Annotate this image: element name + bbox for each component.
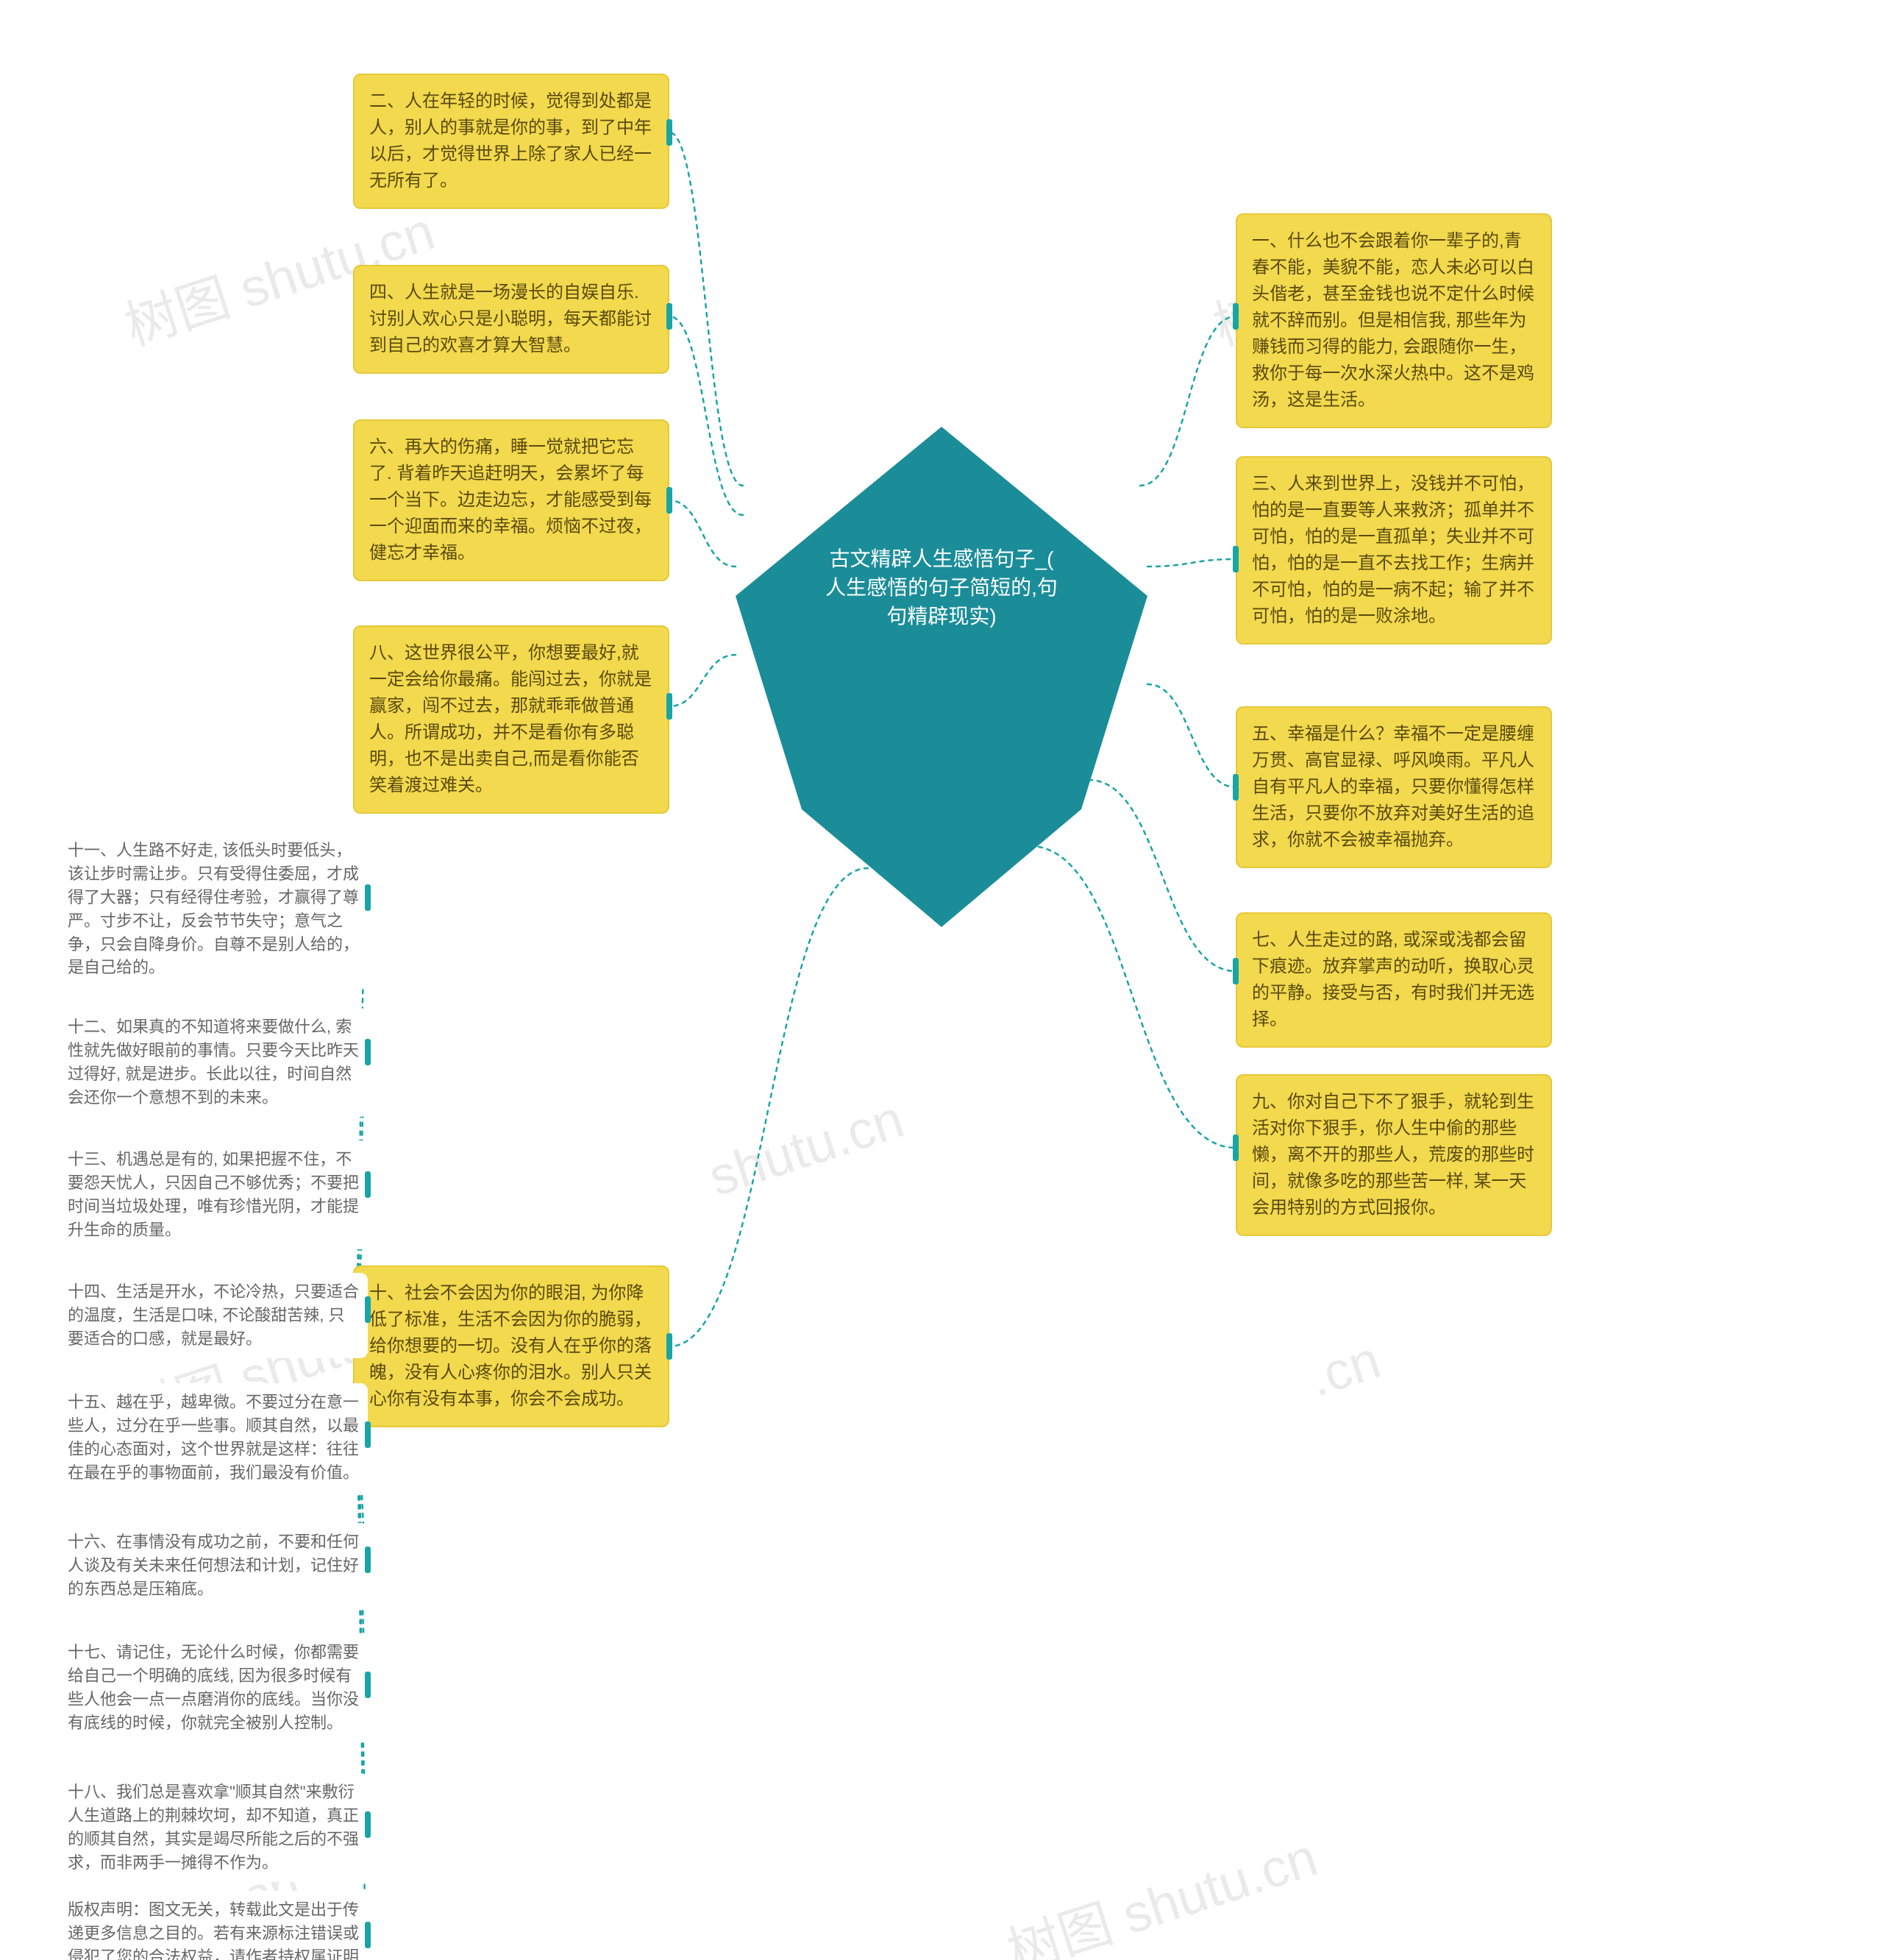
watermark-text: 树图 shutu.cn (996, 1814, 1325, 1960)
node-10[interactable]: 十、社会不会因为你的眼泪, 为你降低了标准，生活不会因为你的脆弱，给你想要的一切… (353, 1265, 669, 1427)
watermark-text: .cn (1302, 1329, 1388, 1409)
edge-anchor (1233, 546, 1239, 572)
subnode-13[interactable]: 十三、机遇总是有的, 如果把握不住，不要怨天忧人，只因自己不够优秀；不要把时间当… (59, 1140, 368, 1249)
node-3-text: 三、人来到世界上，没钱并不可怕，怕的是一直要等人来救济；孤单并不可怕，怕的是一直… (1252, 474, 1534, 626)
center-title-line2: 人生感悟的句子简短的,句 (825, 576, 1058, 599)
node-5[interactable]: 五、幸福是什么？幸福不一定是腰缠万贯、高官显禄、呼风唤雨。平凡人自有平凡人的幸福… (1236, 706, 1552, 868)
subnode-18[interactable]: 十八、我们总是喜欢拿"顺其自然"来敷衍人生道路上的荆棘坎坷，却不知道，真正的顺其… (59, 1773, 368, 1882)
edge-anchor (365, 1672, 371, 1698)
node-2-text: 二、人在年轻的时候，觉得到处都是人，别人的事就是你的事，到了中年以后，才觉得世界… (369, 91, 652, 191)
subnode-12[interactable]: 十二、如果真的不知道将来要做什么, 索性就先做好眼前的事情。只要今天比昨天过得好… (59, 1008, 368, 1117)
subnode-16[interactable]: 十六、在事情没有成功之前，不要和任何人谈及有关未来任何想法和计划，记住好的东西总… (59, 1523, 368, 1608)
edge-anchor (666, 693, 672, 720)
node-5-text: 五、幸福是什么？幸福不一定是腰缠万贯、高官显禄、呼风唤雨。平凡人自有平凡人的幸福… (1252, 724, 1534, 850)
edge-anchor (666, 487, 672, 514)
edge-anchor (365, 1296, 371, 1323)
edge-anchor (365, 1039, 371, 1065)
edge-anchor (365, 1171, 371, 1198)
edge-anchor (1233, 1135, 1239, 1161)
edge-anchor (365, 1547, 371, 1573)
edge-anchor (1233, 303, 1239, 330)
edge-anchor (666, 119, 672, 146)
edge-anchor (1233, 958, 1239, 984)
watermark-text: shutu.cn (702, 1089, 911, 1208)
edge-anchor (365, 884, 371, 911)
subnode-17[interactable]: 十七、请记住，无论什么时候，你都需要给自己一个明确的底线, 因为很多时候有些人他… (59, 1633, 368, 1742)
node-1[interactable]: 一、什么也不会跟着你一辈子的,青春不能，美貌不能，恋人未必可以白头偕老，甚至金钱… (1236, 213, 1552, 428)
edge-anchor (365, 1421, 371, 1448)
center-shape (736, 427, 1147, 927)
center-title-line1: 古文精辟人生感悟句子_( (830, 547, 1054, 570)
edge-anchor (666, 1333, 672, 1360)
node-9[interactable]: 九、你对自己下不了狠手，就轮到生活对你下狠手，你人生中偷的那些懒，离不开的那些人… (1236, 1074, 1552, 1236)
subnode-15-text: 十五、越在乎，越卑微。不要过分在意一些人，过分在乎一些事。顺其自然，以最佳的心态… (68, 1393, 359, 1482)
subnode-17-text: 十七、请记住，无论什么时候，你都需要给自己一个明确的底线, 因为很多时候有些人他… (68, 1643, 359, 1732)
mindmap-canvas: 树图 shutu.cn树图 shutu.cnshutu.cn树图 shutu.c… (0, 0, 1883, 1960)
node-7[interactable]: 七、人生走过的路, 或深或浅都会留下痕迹。放弃掌声的动听，换取心灵的平静。接受与… (1236, 912, 1552, 1048)
center-title-line3: 句精辟现实) (886, 605, 996, 628)
node-6[interactable]: 六、再大的伤痛，睡一觉就把它忘了. 背着昨天追赶明天，会累坏了每一个当下。边走边… (353, 419, 669, 581)
node-6-text: 六、再大的伤痛，睡一觉就把它忘了. 背着昨天追赶明天，会累坏了每一个当下。边走边… (369, 437, 652, 563)
node-2[interactable]: 二、人在年轻的时候，觉得到处都是人，别人的事就是你的事，到了中年以后，才觉得世界… (353, 74, 669, 209)
node-1-text: 一、什么也不会跟着你一辈子的,青春不能，美貌不能，恋人未必可以白头偕老，甚至金钱… (1252, 231, 1534, 410)
subnode-14-text: 十四、生活是开水，不论冷热，只要适合的温度，生活是口味, 不论酸甜苦辣, 只要适… (68, 1282, 359, 1348)
subnode-11-text: 十一、人生路不好走, 该低头时要低头，该让步时需让步。只有受得住委屈，才成得了大… (68, 841, 359, 976)
edge-anchor (666, 303, 672, 330)
node-4[interactable]: 四、人生就是一场漫长的自娱自乐. 讨别人欢心只是小聪明，每天都能讨到自己的欢喜才… (353, 265, 669, 374)
subnode-copyright[interactable]: 版权声明：图文无关，转载此文是出于传递更多信息之目的。若有来源标注错误或侵犯了您… (59, 1891, 368, 1960)
subnode-13-text: 十三、机遇总是有的, 如果把握不住，不要怨天忧人，只因自己不够优秀；不要把时间当… (68, 1150, 359, 1239)
edge-anchor (1233, 774, 1239, 800)
edge-anchor (365, 1922, 371, 1948)
edge-anchor (365, 1811, 371, 1838)
subnode-15[interactable]: 十五、越在乎，越卑微。不要过分在意一些人，过分在乎一些事。顺其自然，以最佳的心态… (59, 1383, 368, 1492)
node-9-text: 九、你对自己下不了狠手，就轮到生活对你下狠手，你人生中偷的那些懒，离不开的那些人… (1252, 1092, 1534, 1218)
subnode-11[interactable]: 十一、人生路不好走, 该低头时要低头，该让步时需让步。只有受得住委屈，才成得了大… (59, 831, 368, 987)
node-3[interactable]: 三、人来到世界上，没钱并不可怕，怕的是一直要等人来救济；孤单并不可怕，怕的是一直… (1236, 456, 1552, 645)
node-10-text: 十、社会不会因为你的眼泪, 为你降低了标准，生活不会因为你的脆弱，给你想要的一切… (369, 1283, 652, 1409)
node-8-text: 八、这世界很公平，你想要最好,就一定会给你最痛。能闯过去，你就是赢家，闯不过去，… (369, 643, 652, 795)
subnode-16-text: 十六、在事情没有成功之前，不要和任何人谈及有关未来任何想法和计划，记住好的东西总… (68, 1533, 359, 1598)
node-8[interactable]: 八、这世界很公平，你想要最好,就一定会给你最痛。能闯过去，你就是赢家，闯不过去，… (353, 625, 669, 814)
subnode-12-text: 十二、如果真的不知道将来要做什么, 索性就先做好眼前的事情。只要今天比昨天过得好… (68, 1018, 359, 1107)
subnode-14[interactable]: 十四、生活是开水，不论冷热，只要适合的温度，生活是口味, 不论酸甜苦辣, 只要适… (59, 1273, 368, 1358)
subnode-copyright-text: 版权声明：图文无关，转载此文是出于传递更多信息之目的。若有来源标注错误或侵犯了您… (68, 1900, 359, 1960)
node-7-text: 七、人生走过的路, 或深或浅都会留下痕迹。放弃掌声的动听，换取心灵的平静。接受与… (1252, 930, 1534, 1029)
center-title: 古文精辟人生感悟句子_( 人生感悟的句子简短的,句 句精辟现实) (809, 544, 1074, 631)
subnode-18-text: 十八、我们总是喜欢拿"顺其自然"来敷衍人生道路上的荆棘坎坷，却不知道，真正的顺其… (68, 1783, 359, 1872)
node-4-text: 四、人生就是一场漫长的自娱自乐. 讨别人欢心只是小聪明，每天都能讨到自己的欢喜才… (369, 283, 652, 355)
